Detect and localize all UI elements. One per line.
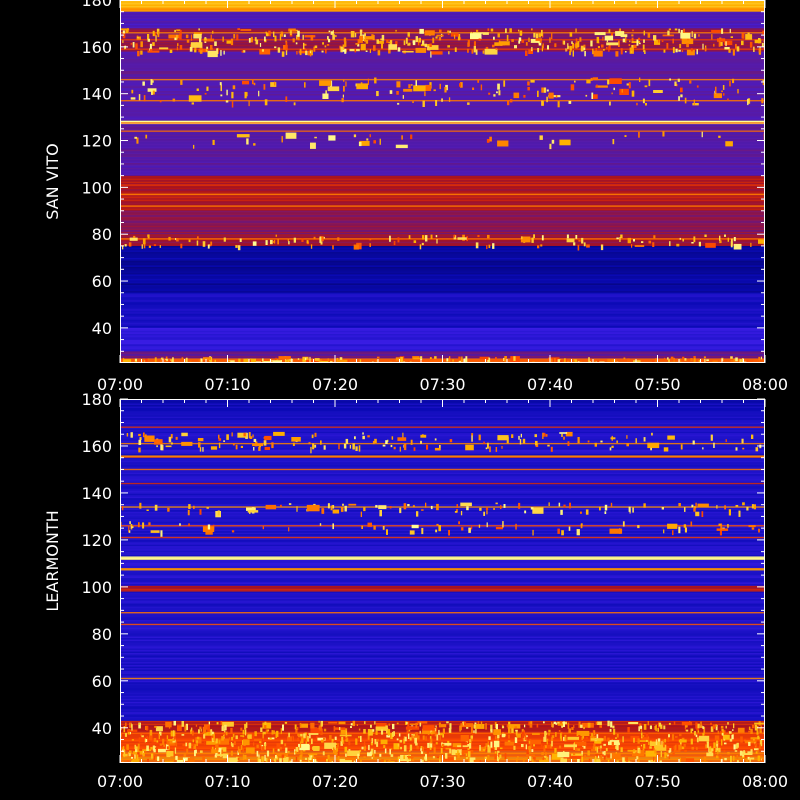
- emission-line: [120, 536, 765, 539]
- frequency-band: [120, 455, 765, 458]
- frequency-band: [120, 11, 765, 29]
- y-tick-label: 60: [92, 272, 112, 291]
- emission-line: [120, 623, 765, 626]
- interference-bursts: [122, 234, 765, 251]
- san-vito-y-label: SAN VITO: [43, 143, 62, 219]
- y-tick-label: 80: [92, 625, 112, 644]
- frequency-band: [120, 556, 765, 560]
- x-tick-label: 07:00: [97, 772, 143, 791]
- emission-line: [120, 468, 765, 471]
- frequency-band: [120, 292, 765, 328]
- y-tick-label: 100: [81, 178, 112, 197]
- frequency-band: [120, 568, 765, 571]
- emission-line: [120, 39, 765, 41]
- interference-bursts: [130, 77, 765, 108]
- x-tick-label: 07:30: [419, 375, 465, 394]
- frequency-band: [120, 81, 765, 121]
- interference-bursts: [120, 720, 765, 763]
- interference-bursts: [134, 131, 765, 150]
- x-tick-label: 07:00: [97, 375, 143, 394]
- san-vito-plot-area: [120, 0, 765, 363]
- emission-line: [120, 506, 765, 508]
- frequency-band: [120, 245, 765, 293]
- y-tick-label: 140: [81, 85, 112, 104]
- y-tick-label: 100: [81, 578, 112, 597]
- y-tick-label: 140: [81, 484, 112, 503]
- x-tick-label: 07:50: [634, 375, 680, 394]
- emission-line: [120, 78, 765, 81]
- emission-line: [120, 442, 765, 445]
- x-tick-label: 07:20: [312, 772, 358, 791]
- frequency-band: [120, 124, 765, 176]
- emission-line: [120, 122, 765, 124]
- interference-bursts: [126, 431, 762, 454]
- interference-bursts: [120, 521, 760, 537]
- y-tick-label: 120: [81, 531, 112, 550]
- san-vito-y-axis: 40 60 80 100 120 140 160 180: [81, 0, 765, 352]
- y-tick-label: 40: [92, 319, 112, 338]
- emission-line: [120, 48, 765, 50]
- frequency-band: [120, 591, 765, 681]
- x-tick-label: 07:50: [634, 772, 680, 791]
- y-tick-label: 60: [92, 672, 112, 691]
- emission-line: [120, 426, 765, 428]
- emission-line: [120, 677, 765, 680]
- x-tick-label: 07:10: [204, 375, 250, 394]
- emission-line: [120, 8, 765, 11]
- frequency-band: [120, 327, 765, 352]
- interference-bursts: [120, 28, 765, 58]
- frequency-band: [120, 570, 765, 586]
- frequency-band: [120, 680, 765, 721]
- learmonth-y-label: LEARMONTH: [43, 510, 62, 611]
- x-tick-label: 07:10: [204, 772, 250, 791]
- frequency-band: [120, 559, 765, 569]
- frequency-band: [120, 210, 765, 235]
- emission-line: [120, 130, 765, 132]
- y-tick-label: 120: [81, 132, 112, 151]
- frequency-band: [120, 457, 765, 557]
- y-tick-label: 180: [81, 390, 112, 409]
- y-tick-label: 40: [92, 719, 112, 738]
- interference-bursts: [121, 502, 765, 518]
- x-tick-label: 08:00: [742, 772, 788, 791]
- x-tick-label: 07:30: [419, 772, 465, 791]
- emission-line: [120, 238, 765, 240]
- x-tick-label: 07:20: [312, 375, 358, 394]
- learmonth-x-axis: 07:00 07:10 07:20 07:30 07:40 07:50 08:00: [97, 399, 788, 791]
- y-tick-label: 160: [81, 38, 112, 57]
- emission-line: [120, 482, 765, 485]
- y-tick-label: 160: [81, 437, 112, 456]
- learmonth-panel: 40 60 80 100 120 140 160 180 LEARMONTH 07:00 07:10…: [43, 390, 788, 791]
- emission-line: [120, 193, 765, 196]
- emission-line: [120, 184, 765, 186]
- y-tick-label: 180: [81, 0, 112, 10]
- learmonth-plot-area: [120, 399, 765, 763]
- emission-line: [120, 612, 765, 614]
- emission-line: [120, 525, 765, 527]
- san-vito-x-axis: 07:00 07:10 07:20 07:30 07:40 07:50 08:00: [97, 0, 788, 394]
- x-tick-label: 07:40: [527, 375, 573, 394]
- emission-line: [120, 205, 765, 207]
- frequency-band: [120, 585, 765, 592]
- x-tick-label: 08:00: [742, 375, 788, 394]
- y-tick-label: 80: [92, 225, 112, 244]
- emission-line: [120, 32, 765, 34]
- x-tick-label: 07:40: [527, 772, 573, 791]
- learmonth-y-axis: 40 60 80 100 120 140 160 180: [81, 390, 765, 752]
- frequency-band: [120, 234, 765, 246]
